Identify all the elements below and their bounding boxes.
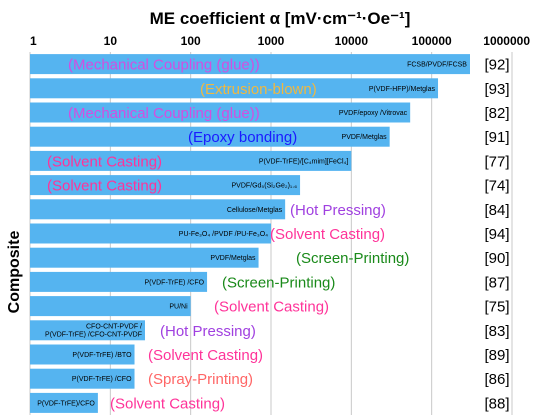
composite-label: P(VDF-TrFE)/CFO — [37, 400, 95, 407]
composite-label: P(VDF-HFP)/Metglas — [369, 86, 436, 93]
composite-label: P(VDF-TrFE) /CFO — [144, 279, 204, 286]
reference-label: [82] — [484, 105, 509, 122]
y-axis-label: Composite — [6, 231, 23, 314]
chart-title: ME coefficient α [mV·cm⁻¹·Oe⁻¹] — [150, 9, 411, 28]
bar — [30, 54, 470, 75]
bar — [30, 271, 208, 292]
composite-label: P(VDF-TrFE) /BTO — [72, 352, 132, 359]
reference-label: [87] — [484, 274, 509, 291]
reference-label: [94] — [484, 226, 509, 243]
bar — [30, 78, 439, 99]
method-label: (Epoxy bonding) — [188, 129, 297, 146]
method-label: (Solvent Casting) — [47, 178, 162, 195]
method-label: (Solvent Casting) — [148, 347, 263, 364]
bar — [30, 223, 271, 244]
method-label: (Hot Pressing) — [160, 323, 256, 340]
composite-label: PVDF/Metglas — [342, 134, 388, 141]
method-label: (Solvent Casting) — [270, 226, 385, 243]
method-label: (Solvent Casting) — [47, 153, 162, 170]
bar — [30, 320, 145, 341]
composite-label: PU/Ni — [169, 304, 188, 311]
bar — [30, 344, 135, 365]
bar — [30, 199, 286, 220]
reference-label: [75] — [484, 299, 509, 316]
method-label: (Spray-Printing) — [148, 371, 253, 388]
method-label: (Solvent Casting) — [214, 299, 329, 316]
bar — [30, 368, 135, 389]
composite-label: FCSB/PVDF/FCSB — [407, 62, 467, 69]
reference-label: [89] — [484, 347, 509, 364]
reference-label: [74] — [484, 178, 509, 195]
method-label: (Screen-Printing) — [296, 250, 409, 267]
method-label: (Screen-Printing) — [222, 274, 335, 291]
reference-label: [83] — [484, 323, 509, 340]
composite-label: PVDF/Gd₅(Si₂Ge₂)₁.₆ — [231, 183, 297, 190]
bar — [30, 126, 390, 147]
method-label: (Mechanical Coupling (glue)) — [68, 57, 260, 74]
bar — [30, 296, 191, 317]
x-tick-label: 1 — [30, 34, 37, 48]
x-tick-label: 1000 — [258, 34, 285, 48]
reference-label: [84] — [484, 202, 509, 219]
method-label: (Hot Pressing) — [290, 202, 386, 219]
bar — [30, 247, 259, 268]
method-label: (Mechanical Coupling (glue)) — [68, 105, 260, 122]
bar — [30, 392, 98, 413]
x-tick-labels: 1 10 100 1000 10000 100000 1000000 — [30, 34, 530, 48]
reference-label: [93] — [484, 81, 509, 98]
reference-label: [86] — [484, 371, 509, 388]
reference-label: [77] — [484, 153, 509, 170]
composite-label: P(VDF-TrFE)/[C₄mim][FeCl₄] — [259, 158, 349, 165]
reference-label: [88] — [484, 395, 509, 412]
reference-label: [91] — [484, 129, 509, 146]
x-tick-label: 100 — [181, 34, 201, 48]
bar-labels: FCSB/PVDF/FCSB (Mechanical Coupling (glue… — [37, 57, 509, 413]
composite-label: PU-Fe₃O₄ /PVDF /PU-Fe₃O₄ — [179, 231, 268, 238]
composite-label: P(VDF-TrFE) /CFO-CNT-PVDF — [45, 331, 142, 338]
method-label: (Solvent Casting) — [110, 395, 225, 412]
x-tick-label: 10000 — [335, 34, 369, 48]
bar — [30, 175, 301, 196]
composite-label: CFO-CNT-PVDF / — [86, 323, 142, 330]
composite-label: P(VDF-TrFE) /CFO — [72, 376, 132, 383]
x-tick-label: 100000 — [412, 34, 452, 48]
method-label: (Extrusion-blown) — [200, 81, 317, 98]
composite-label: Cellulose/Metglas — [227, 207, 283, 214]
bar — [30, 102, 411, 123]
reference-label: [92] — [484, 57, 509, 74]
reference-label: [90] — [484, 250, 509, 267]
bar — [30, 150, 352, 171]
x-tick-label: 10 — [104, 34, 118, 48]
composite-label: PVDF/epoxy /Vitrovac — [339, 110, 408, 117]
x-tick-label: 1000000 — [483, 34, 530, 48]
bars — [30, 54, 470, 413]
composite-label: PVDF/Metglas — [210, 255, 256, 262]
